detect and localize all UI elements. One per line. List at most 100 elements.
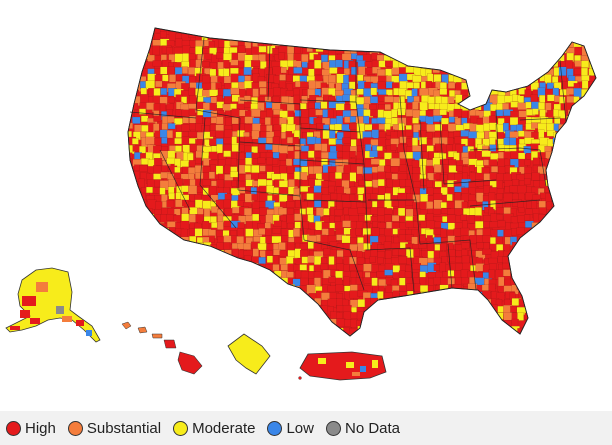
county-patch-moderate	[433, 45, 439, 55]
county-patch-low	[133, 305, 141, 313]
county-patch-high	[209, 251, 219, 258]
county-patch-moderate	[152, 270, 161, 279]
county-patch-moderate	[446, 45, 456, 52]
county-patch-high	[245, 32, 253, 42]
county-patch-high	[286, 34, 293, 44]
county-patch-high	[272, 158, 279, 165]
county-patch-substantial	[159, 298, 170, 306]
county-patch-high	[321, 172, 329, 181]
county-patch-high	[580, 250, 588, 260]
county-patch-substantial	[412, 101, 419, 110]
county-patch-high	[488, 159, 498, 166]
county-patch-high	[357, 45, 367, 55]
county-patch-high	[357, 257, 365, 265]
county-patch-high	[294, 103, 301, 110]
county-patch-low	[190, 313, 200, 321]
county-patch-high	[580, 306, 587, 313]
county-patch-substantial	[160, 250, 169, 258]
county-patch-high	[573, 306, 583, 314]
county-patch-high	[167, 96, 175, 104]
county-patch-high	[498, 166, 506, 175]
county-patch-high	[469, 54, 478, 63]
county-patch-high	[152, 45, 160, 56]
county-patch-high	[566, 136, 573, 144]
county-patch-moderate	[594, 33, 596, 43]
county-patch-substantial	[539, 306, 549, 314]
county-patch-high	[141, 221, 151, 230]
county-patch-moderate	[594, 53, 596, 62]
county-patch-substantial	[131, 335, 141, 336]
county-patch-moderate	[140, 87, 147, 95]
county-patch-moderate	[497, 33, 507, 41]
county-patch-substantial	[595, 95, 596, 104]
county-patch-substantial	[307, 312, 317, 320]
county-patch-high	[280, 291, 290, 299]
county-patch-high	[544, 256, 553, 265]
county-patch-high	[595, 229, 596, 237]
county-patch-high	[370, 307, 381, 315]
county-patch-high	[385, 326, 396, 336]
county-patch-high	[580, 158, 588, 167]
county-patch-high	[474, 46, 483, 54]
county-patch-substantial	[145, 136, 155, 145]
county-patch-high	[279, 165, 287, 174]
county-patch-substantial	[406, 39, 416, 48]
county-patch-high	[539, 221, 547, 231]
county-patch-moderate	[128, 291, 134, 300]
county-patch-moderate	[160, 276, 170, 285]
county-patch-high	[461, 255, 470, 264]
county-patch-moderate	[463, 39, 471, 47]
county-patch-high	[145, 229, 155, 237]
county-patch-high	[350, 31, 358, 39]
county-patch-high	[454, 136, 463, 144]
county-patch-high	[496, 214, 504, 221]
county-patch-high	[559, 255, 570, 263]
legend-item-substantial[interactable]: Substantial	[67, 420, 161, 436]
county-patch-substantial	[306, 45, 313, 52]
county-patch-high	[568, 180, 574, 188]
county-patch-high	[216, 304, 224, 313]
county-patch-high	[538, 285, 545, 296]
county-patch-high	[504, 320, 512, 328]
legend-item-high[interactable]: High	[6, 420, 56, 436]
county-patch-moderate	[363, 40, 371, 50]
legend-item-nodata[interactable]: No Data	[325, 420, 400, 436]
county-patch-moderate	[435, 41, 444, 51]
legend-item-moderate[interactable]: Moderate	[173, 420, 255, 436]
county-patch-substantial	[335, 82, 342, 91]
county-patch-low	[538, 243, 547, 252]
county-patch-substantial	[195, 270, 202, 279]
legend-item-low[interactable]: Low	[267, 420, 314, 436]
county-patch-moderate	[490, 82, 499, 91]
puerto-rico-small-island	[298, 376, 302, 380]
county-patch-high	[537, 264, 548, 272]
county-patch-high	[532, 255, 542, 265]
county-patch-moderate	[378, 32, 387, 40]
county-patch-moderate	[300, 319, 307, 327]
county-patch-high	[224, 28, 233, 36]
county-patch-high	[223, 60, 230, 68]
county-patch-moderate	[511, 40, 520, 49]
county-patch-high	[538, 207, 547, 215]
county-patch-substantial	[448, 55, 458, 62]
county-patch-high	[336, 256, 343, 264]
county-patch-moderate	[238, 327, 245, 334]
county-patch-high	[370, 109, 378, 117]
county-patch-high	[174, 333, 182, 336]
county-patch-high	[189, 123, 196, 131]
county-patch-moderate	[448, 306, 457, 316]
county-patch-moderate	[491, 38, 500, 48]
county-patch-low	[566, 130, 574, 139]
county-patch-substantial	[139, 229, 149, 238]
county-patch-high	[539, 334, 546, 336]
county-patch-low	[491, 33, 499, 41]
county-patch-high	[370, 319, 379, 327]
county-patch-substantial	[384, 104, 391, 110]
county-patch-moderate	[470, 34, 480, 41]
county-patch-moderate	[439, 109, 447, 116]
county-patch-high	[461, 110, 468, 119]
county-patch-high	[421, 52, 428, 60]
county-patch-moderate	[145, 80, 155, 90]
county-patch-substantial	[460, 290, 469, 299]
